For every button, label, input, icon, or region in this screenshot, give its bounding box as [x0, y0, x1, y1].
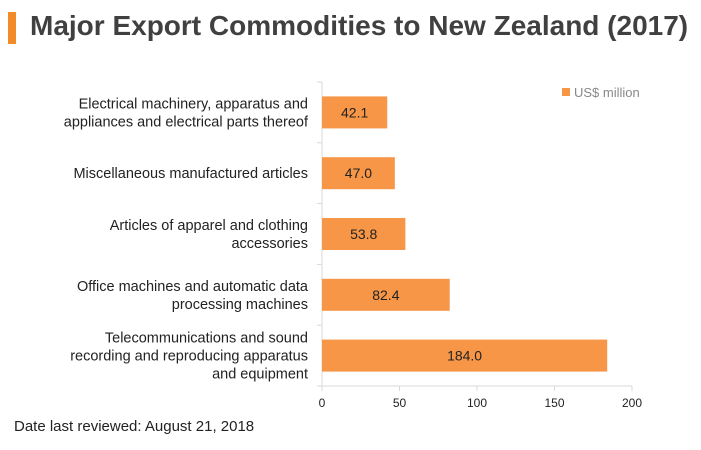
category-label-line: Miscellaneous manufactured articles [73, 166, 308, 182]
legend-swatch [562, 88, 570, 96]
x-tick-label: 200 [622, 396, 642, 410]
x-tick-label: 0 [319, 396, 326, 410]
legend-label: US$ million [574, 85, 640, 100]
bar-data-label: 42.1 [341, 104, 368, 120]
category-label-line: processing machines [172, 297, 308, 313]
x-tick-label: 50 [393, 396, 407, 410]
category-label: Office machines and automatic data proces… [77, 279, 309, 313]
bar [322, 339, 608, 372]
date-reviewed-note: Date last reviewed: August 21, 2018 [14, 418, 255, 435]
category-label: Telecommunications and sound recording an… [70, 331, 308, 383]
title-accent-bar [8, 12, 16, 44]
category-label-line: accessories [231, 236, 308, 252]
x-tick-label: 100 [467, 396, 487, 410]
category-label-line: appliances and electrical parts thereof [64, 114, 309, 130]
category-label-line: Telecommunications and sound [105, 331, 308, 347]
category-label-line: and equipment [212, 367, 308, 383]
category-label-line: Electrical machinery, apparatus and [79, 96, 308, 112]
bar-data-label: 53.8 [350, 226, 377, 242]
category-label: Miscellaneous manufactured articles [73, 166, 308, 182]
bar [322, 157, 395, 190]
bar [322, 96, 388, 129]
bar-data-label: 47.0 [345, 165, 372, 181]
chart-title: Major Export Commodities to New Zealand … [30, 10, 689, 41]
bar-data-label: 82.4 [372, 287, 399, 303]
bar [322, 278, 450, 311]
category-label: Electrical machinery, apparatus and appli… [64, 96, 309, 130]
bar-data-label: 184.0 [447, 348, 482, 364]
category-label-line: Office machines and automatic data [77, 279, 309, 295]
category-label-line: recording and reproducing apparatus [70, 349, 308, 365]
category-label-line: Articles of apparel and clothing [110, 218, 308, 234]
category-label: Articles of apparel and clothing accessor… [110, 218, 308, 252]
bar [322, 218, 406, 250]
x-tick-label: 150 [544, 396, 564, 410]
